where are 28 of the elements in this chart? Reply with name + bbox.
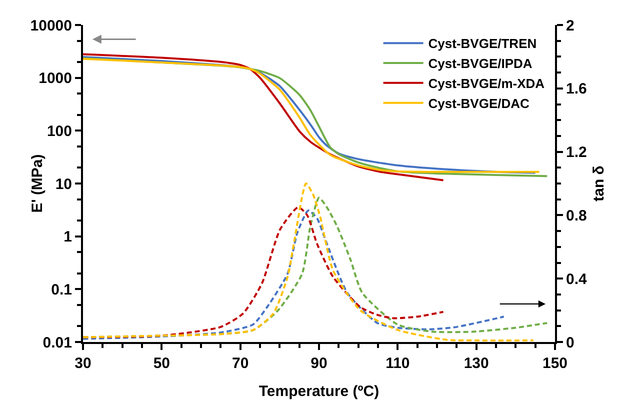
legend-label: Cyst-BVGE/DAC — [428, 96, 530, 111]
y2-tick-label: 0.4 — [566, 270, 588, 288]
legend-label: Cyst-BVGE/TREN — [428, 36, 537, 52]
x-tick-label: 110 — [386, 355, 410, 372]
y-tick-label: 1 — [64, 228, 72, 246]
x-tick-label: 50 — [153, 355, 170, 372]
legend-label: Cyst-BVGE/IPDA — [428, 56, 533, 72]
y2-axis-title: tan δ — [590, 166, 608, 202]
x-tick-label: 150 — [542, 355, 568, 372]
legend-label: Cyst-BVGE/m-XDA — [428, 76, 546, 91]
y-tick-label: 10000 — [30, 17, 72, 34]
y-tick-label: 100 — [46, 122, 72, 140]
y-axis-title: E' (MPa) — [29, 154, 46, 213]
x-tick-label: 90 — [310, 355, 328, 372]
x-axis-title: Temperature (ºC) — [258, 383, 380, 400]
y2-tick-label: 1.2 — [566, 144, 587, 162]
y2-tick-label: 1.6 — [566, 80, 587, 98]
y2-tick-label: 0 — [566, 334, 574, 352]
y-tick-label: 0.01 — [42, 334, 72, 352]
y-tick-label: 1000 — [38, 70, 72, 88]
y2-tick-label: 2 — [566, 17, 574, 34]
y-tick-label: 0.1 — [51, 281, 72, 298]
x-tick-label: 130 — [464, 355, 489, 372]
x-tick-label: 70 — [232, 355, 249, 372]
y-tick-label: 10 — [55, 176, 72, 193]
x-tick-label: 30 — [74, 355, 92, 372]
line-series — [83, 209, 505, 340]
y2-tick-label: 0.8 — [566, 207, 587, 224]
